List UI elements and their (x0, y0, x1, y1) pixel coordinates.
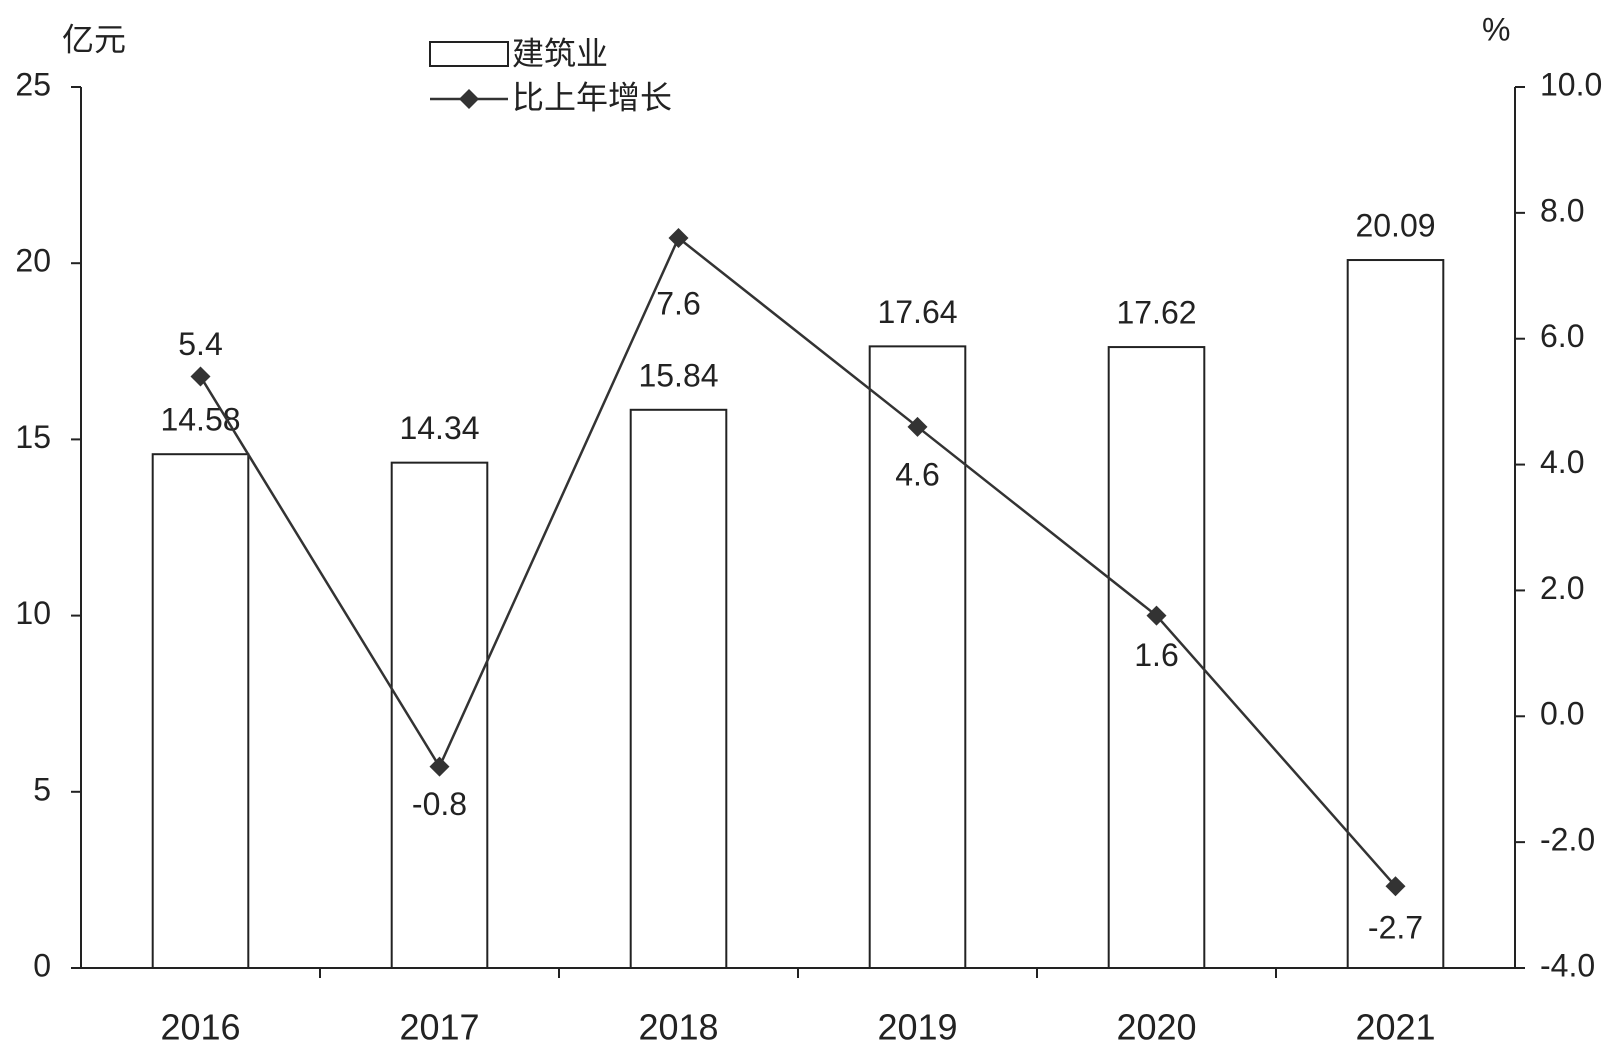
marker (190, 366, 211, 387)
bar (1346, 259, 1445, 970)
y2-tick-label: 0.0 (1540, 696, 1584, 732)
bar-value-label: 14.34 (399, 410, 479, 446)
bar (1107, 346, 1206, 969)
x-tick-label: 2020 (1116, 1007, 1196, 1048)
legend-swatch (429, 41, 509, 67)
y-tick-label: 15 (15, 419, 51, 455)
bar (629, 408, 728, 969)
y2-tick-label: 6.0 (1540, 318, 1584, 354)
y-tick-label: 0 (33, 947, 51, 983)
line-value-label: 1.6 (1134, 637, 1178, 673)
y2-tick-label: 4.0 (1540, 444, 1584, 480)
line-value-label: -2.7 (1368, 910, 1423, 946)
line-value-label: 7.6 (656, 285, 700, 321)
x-tick-label: 2018 (638, 1007, 718, 1048)
line-value-label: 4.6 (895, 456, 939, 492)
y-tick-label: 25 (15, 66, 51, 102)
legend-label: 建筑业 (512, 35, 608, 71)
x-tick-label: 2019 (877, 1007, 957, 1048)
x-tick-label: 2017 (399, 1007, 479, 1048)
y-axis-label: 亿元 (62, 21, 126, 57)
bar-value-label: 15.84 (638, 357, 718, 393)
marker (429, 756, 450, 777)
bar-value-label: 14.58 (160, 402, 240, 438)
bar-value-label: 17.62 (1116, 295, 1196, 331)
bar (868, 345, 967, 969)
y2-tick-label: 8.0 (1540, 192, 1584, 228)
bar-value-label: 20.09 (1355, 207, 1435, 243)
y-tick-label: 10 (15, 595, 51, 631)
x-tick-label: 2016 (160, 1007, 240, 1048)
y2-tick-label: -2.0 (1540, 822, 1595, 858)
y-tick-label: 20 (15, 243, 51, 279)
marker (1385, 876, 1406, 897)
y2-tick-label: 10.0 (1540, 66, 1602, 102)
legend-label: 比上年增长 (512, 79, 672, 115)
legend-marker (459, 89, 479, 109)
bar (151, 453, 250, 969)
line-value-label: 5.4 (178, 326, 222, 362)
bar (390, 461, 489, 969)
bar-value-label: 17.64 (877, 294, 957, 330)
line-value-label: -0.8 (412, 786, 467, 822)
y2-tick-label: -4.0 (1540, 947, 1595, 983)
y2-tick-label: 2.0 (1540, 570, 1584, 606)
x-tick-label: 2021 (1355, 1007, 1435, 1048)
y2-axis-label: % (1482, 11, 1510, 47)
marker (907, 416, 928, 437)
marker (1146, 605, 1167, 626)
y-tick-label: 5 (33, 771, 51, 807)
marker (668, 228, 689, 249)
line (199, 236, 1397, 888)
